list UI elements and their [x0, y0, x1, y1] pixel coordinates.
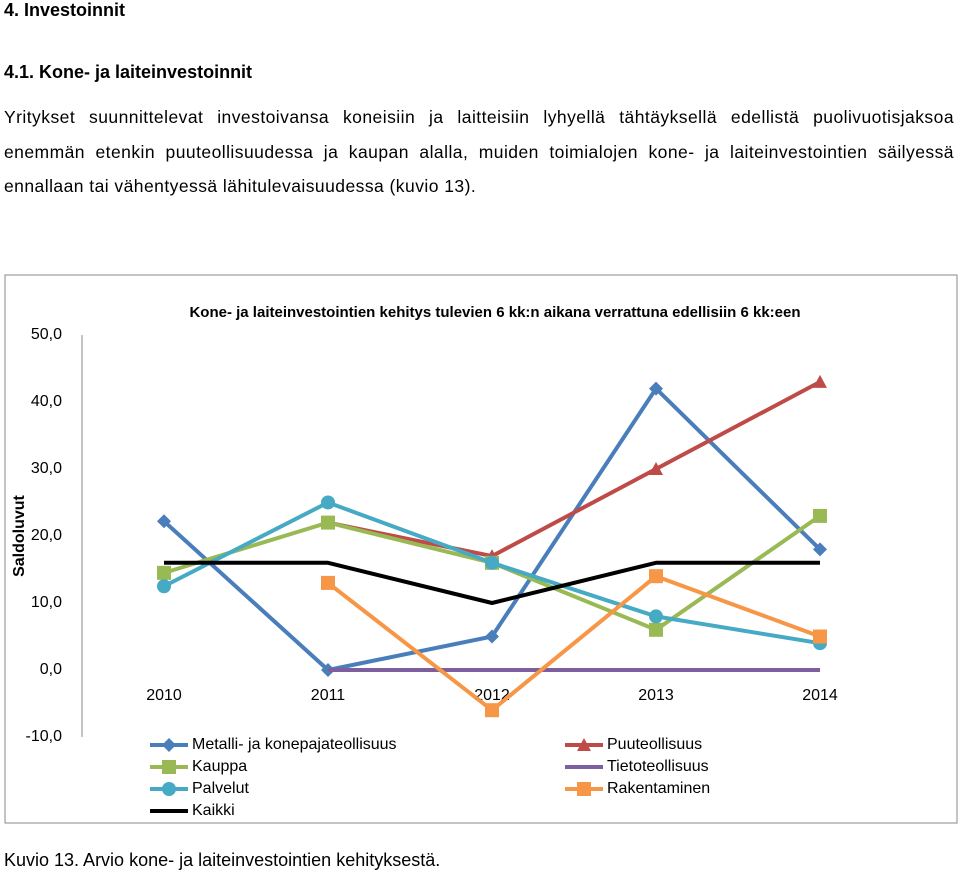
legend-marker	[162, 738, 176, 752]
series-line	[164, 560, 820, 605]
legend-label: Metalli- ja konepajateollisuus	[192, 736, 397, 753]
x-tick-label: 2011	[311, 687, 346, 704]
data-point	[813, 508, 827, 523]
data-point	[157, 514, 171, 529]
data-point	[649, 569, 663, 584]
x-tick-label: 2014	[802, 687, 838, 704]
series-line	[327, 380, 821, 559]
legend-label: Kauppa	[192, 758, 247, 775]
data-point	[321, 515, 335, 530]
y-tick-label: 20,0	[31, 527, 62, 544]
x-tick-label: 2013	[638, 687, 674, 704]
legend-marker	[577, 782, 591, 796]
legend-label: Rakentaminen	[607, 780, 710, 797]
series-line	[326, 574, 821, 713]
data-point	[485, 629, 499, 644]
y-axis-label: Saldoluvut	[11, 494, 28, 576]
legend-label: Tietoteollisuus	[607, 758, 709, 775]
data-point	[649, 462, 663, 475]
y-tick-label: 30,0	[31, 460, 62, 477]
legend-marker	[162, 782, 176, 796]
x-tick-label: 2012	[474, 687, 510, 704]
legend-marker	[162, 760, 176, 774]
data-point	[649, 609, 663, 624]
legend-label: Puuteollisuus	[607, 736, 702, 753]
heading: 4. Investoinnit	[4, 0, 126, 20]
caption: Kuvio 13. Arvio kone- ja laiteinvestoint…	[4, 850, 441, 870]
x-tick-label: 2010	[146, 687, 182, 704]
data-point	[157, 565, 171, 580]
data-point	[813, 374, 827, 388]
data-point	[157, 579, 171, 594]
legend-label: Kaikki	[192, 802, 235, 819]
data-point	[485, 703, 499, 718]
data-point	[649, 622, 663, 637]
legend-label: Palvelut	[192, 780, 249, 797]
chart-title: Kone- ja laiteinvestointien kehitys tule…	[189, 304, 800, 321]
legend-marker	[577, 738, 591, 751]
y-tick-label: 10,0	[31, 594, 62, 611]
y-tick-label: 50,0	[31, 326, 62, 343]
y-tick-label: -10,0	[26, 728, 63, 745]
data-point	[321, 495, 335, 510]
data-point	[321, 575, 335, 590]
paragraph: Yritykset suunnittelevat investoivansa k…	[4, 107, 954, 196]
y-tick-label: 40,0	[31, 393, 62, 410]
data-point	[485, 555, 499, 570]
series-line	[163, 500, 821, 646]
subheading: 4.1. Kone- ja laiteinvestoinnit	[4, 62, 253, 82]
data-point	[649, 381, 663, 396]
chart-frame	[4, 274, 958, 824]
data-point	[813, 542, 827, 557]
y-tick-label: 0,0	[40, 661, 62, 678]
data-point	[813, 629, 827, 644]
